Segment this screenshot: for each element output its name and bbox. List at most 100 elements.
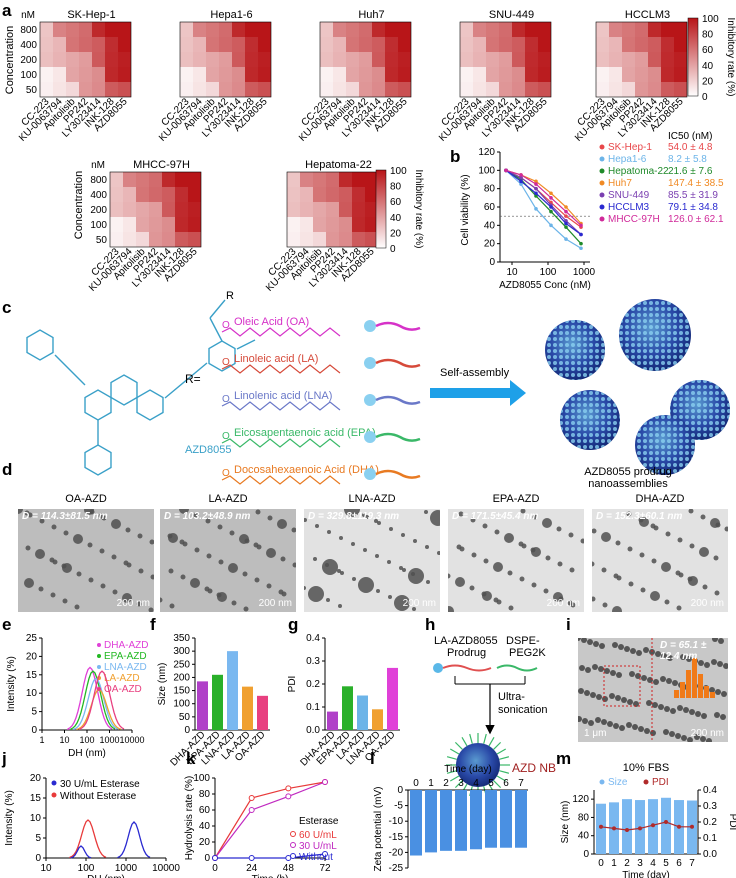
b-xlabel: AZD8055 Conc (nM) xyxy=(499,280,591,291)
j-series-curve xyxy=(70,845,92,859)
panel-label-c: c xyxy=(2,298,11,317)
tem-particles xyxy=(448,509,584,612)
colorbar-tick: 100 xyxy=(702,14,719,25)
heatmap-cell xyxy=(372,22,385,37)
heatmap-cell xyxy=(105,67,118,82)
heatmap-cell xyxy=(162,232,175,247)
heatmap-cell xyxy=(300,172,313,187)
conc-tick: 200 xyxy=(90,205,107,216)
b-legend-name: Huh7 xyxy=(608,178,632,189)
tem-size-label: D = 114.3±81.5 nm xyxy=(22,511,108,522)
nanoassembly-texture xyxy=(560,390,620,450)
k-legend-name: 30 U/mL xyxy=(299,841,337,852)
heatmap-cell xyxy=(53,67,66,82)
nanoassembly-texture xyxy=(619,299,691,371)
h-prodrug-label-2: Prodrug xyxy=(447,647,486,659)
m-y2tick-label: 0.3 xyxy=(703,801,717,812)
heatmap-cell xyxy=(635,22,648,37)
m-legend-name: PDI xyxy=(652,777,669,788)
ring xyxy=(84,444,112,476)
k-point xyxy=(285,793,292,800)
b-xtick-label: 10 xyxy=(506,267,518,278)
b-point xyxy=(534,179,538,184)
heatmap-cell xyxy=(245,67,258,82)
heatmap-cell xyxy=(245,37,258,52)
heatmap-cell xyxy=(118,67,131,82)
i-tem-image: 1 μm 200 nm D = 65.1 ± 12.4 nm xyxy=(578,638,728,742)
b-point xyxy=(579,232,583,237)
b-series-line xyxy=(505,169,582,235)
panel-label-j: j xyxy=(1,749,7,768)
e-series-curve xyxy=(67,666,113,730)
f-ytick-label: 100 xyxy=(173,699,190,710)
heatmap-cell xyxy=(258,82,271,97)
heatmap-hepa1-6: Hepa1-6CC-223KU-0063794ApitolisibPP242LY… xyxy=(157,9,272,144)
heatmap-cell xyxy=(232,67,245,82)
h-prodrug-head xyxy=(433,663,443,673)
k-ytick-label: 20 xyxy=(199,837,211,848)
heatmap-cell xyxy=(398,82,411,97)
heatmap-cell xyxy=(398,22,411,37)
j-xtick-label: 10000 xyxy=(152,863,180,874)
l-ytick-label: 0 xyxy=(397,785,403,796)
heatmap-frame xyxy=(319,21,412,98)
b-legend-ic50: 79.1 ± 34.8 xyxy=(668,202,718,213)
heatmap-cell xyxy=(245,82,258,97)
heatmap-cell xyxy=(40,37,53,52)
j-legend-marker xyxy=(51,792,57,798)
g-ylabel: PDI xyxy=(287,676,298,693)
heatmap-cell xyxy=(188,232,201,247)
heatmap-title: SK-Hep-1 xyxy=(67,9,115,21)
h-peg-chain xyxy=(446,756,457,760)
b-point xyxy=(579,223,583,228)
heatmap-cell xyxy=(300,202,313,217)
heatmap-cell xyxy=(622,82,635,97)
l-ytick-label: -5 xyxy=(394,801,403,812)
carbonyl-o: O xyxy=(222,357,230,368)
heatmap-cell xyxy=(635,37,648,52)
b-ytick-label: 80 xyxy=(484,184,496,195)
heatmap-cell xyxy=(258,52,271,67)
heatmap-cell xyxy=(79,37,92,52)
heatmap-cell xyxy=(326,202,339,217)
b-legend-ic50: 8.2 ± 5.8 xyxy=(668,154,707,165)
k-series-line xyxy=(214,781,326,859)
b-legend-ic50: 126.0 ± 62.1 xyxy=(668,214,724,225)
heatmap-cell xyxy=(232,82,245,97)
heatmap-cell xyxy=(162,187,175,202)
k-xtick-label: 48 xyxy=(283,863,295,874)
m-ylabel: Size (nm) xyxy=(560,801,571,844)
k-xlabel: Time (h) xyxy=(252,874,289,878)
conc-tick: 800 xyxy=(20,25,37,36)
h-peg-chain xyxy=(469,733,473,744)
m-xtick-label: 2 xyxy=(624,858,630,869)
heatmap-cell xyxy=(123,217,136,232)
heatmap-cell xyxy=(326,187,339,202)
m-legend-marker xyxy=(599,779,605,785)
heatmap-cell xyxy=(110,217,123,232)
f-bar xyxy=(197,681,208,730)
colorbar-rect xyxy=(687,17,699,97)
colorbar: 100 80 60 40 20 0 Inhibitory rate (%) xyxy=(375,166,424,255)
heatmap-cell xyxy=(499,52,512,67)
g-ytick-label: 0.4 xyxy=(306,633,320,644)
fatty-acid-row: O Linoleic acid (LA) xyxy=(221,353,421,374)
lipid-tail xyxy=(375,358,421,368)
heatmap-cell xyxy=(460,22,473,37)
heatmap-cell xyxy=(473,37,486,52)
b-point xyxy=(549,205,553,209)
tem-particles xyxy=(304,509,440,611)
colorbar: 100 80 60 40 20 0 Inhibitory rate (%) xyxy=(687,14,736,103)
k-point xyxy=(248,807,255,813)
heatmap-cell xyxy=(346,22,359,37)
heatmap-cell xyxy=(313,187,326,202)
colorbar-tick: 100 xyxy=(390,166,407,177)
e-legend-marker xyxy=(97,687,101,691)
heatmap-cell xyxy=(499,37,512,52)
j-xlabel: DH (nm) xyxy=(87,874,125,878)
tem-scale-bar: 200 nm xyxy=(116,598,150,609)
m-pdi-point xyxy=(664,820,668,824)
h-product-label: AZD NB xyxy=(512,761,556,775)
heatmap-cell xyxy=(648,37,661,52)
